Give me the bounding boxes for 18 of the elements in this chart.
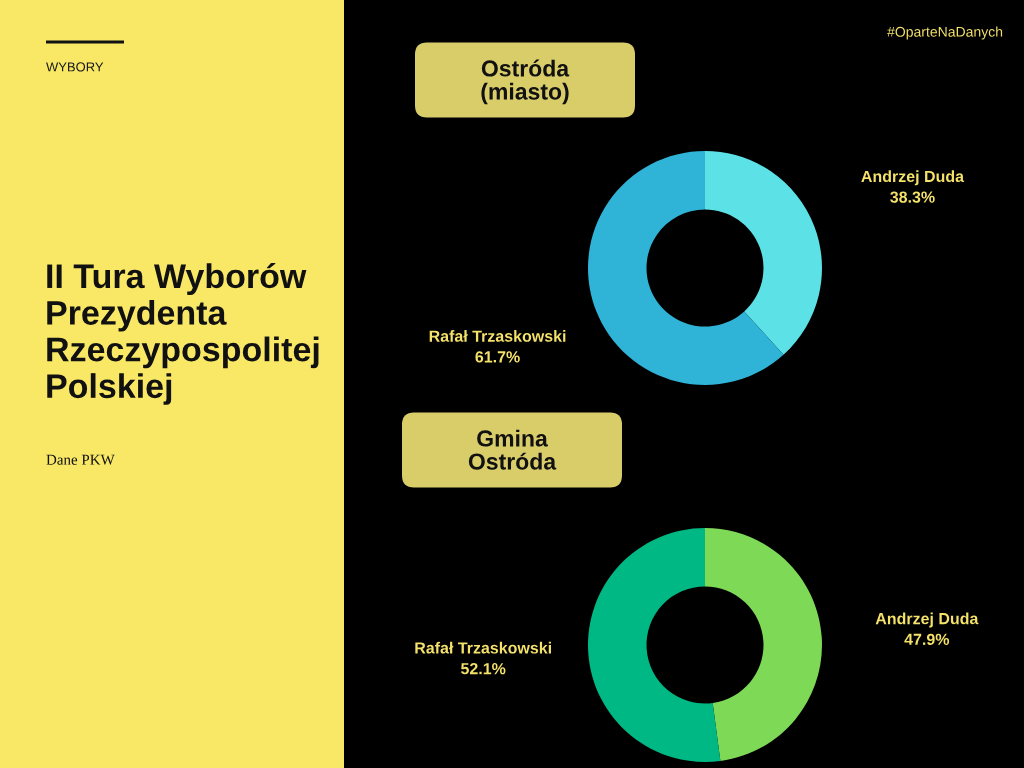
- slice-label: Rafał Trzaskowski: [415, 641, 551, 654]
- data-label: 61.7%: [475, 351, 520, 363]
- text: II Tura Wyborów Prezydenta Rzeczypospolitej Polskiej: [47, 263, 319, 405]
- data-label: 52.1%: [460, 662, 506, 675]
- donut-slice: [705, 151, 822, 355]
- text: WYBORY: [46, 62, 104, 72]
- slice-label: Andrzej Duda: [875, 612, 979, 628]
- text: Dane PKW: [46, 454, 115, 465]
- chart-title: Ostróda (miasto): [481, 59, 570, 105]
- slice-label: Rafał Trzaskowski: [429, 330, 566, 342]
- slice-label: Andrzej Duda: [861, 170, 965, 186]
- chart-title: Gmina Ostróda: [468, 429, 557, 470]
- donut-slice: [588, 151, 784, 385]
- data-label: 47.9%: [904, 633, 950, 645]
- donut-slice: [588, 528, 721, 762]
- text: #OparteNaDanych: [887, 26, 1003, 40]
- data-label: 38.3%: [890, 191, 935, 203]
- donut-slice: [705, 528, 822, 761]
